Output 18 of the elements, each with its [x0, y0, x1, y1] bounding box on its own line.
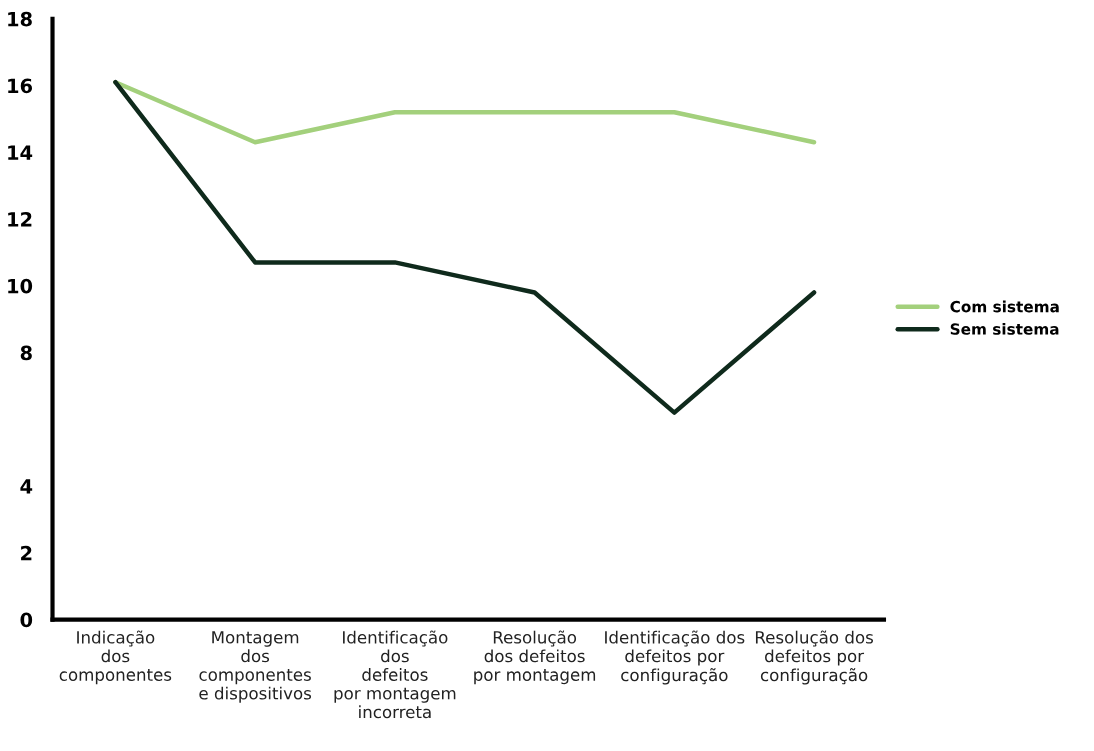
y-tick-label: 4 — [20, 479, 33, 494]
legend-label: Com sistema — [950, 300, 1059, 313]
x-tick-label: Indicação dos componentes — [59, 630, 172, 685]
x-tick-label: Resolução dos defeitos por montagem — [474, 630, 596, 685]
x-tick-label: Montagem dos componentes e dispositivos — [199, 631, 312, 703]
y-tick-label: 18 — [8, 11, 32, 27]
x-tick-label: Identificação dos defeitos por montagem incorreta — [334, 630, 456, 719]
y-tick-label: 10 — [8, 278, 33, 294]
y-tick-label: 0 — [20, 612, 33, 628]
line-series — [113, 79, 817, 415]
x-tick-label: Resolução dos defeitos por configuração — [755, 630, 874, 685]
y-tick-label: 2 — [21, 545, 32, 561]
y-tick-label: 14 — [8, 145, 33, 160]
y-tick-label: 16 — [8, 78, 33, 94]
legend-label: Sem sistema — [950, 322, 1059, 335]
y-tick-label: 12 — [8, 212, 32, 227]
x-tick-label: Identificação dos defeitos por configuração — [605, 630, 745, 685]
y-tick-label: 8 — [20, 345, 32, 361]
